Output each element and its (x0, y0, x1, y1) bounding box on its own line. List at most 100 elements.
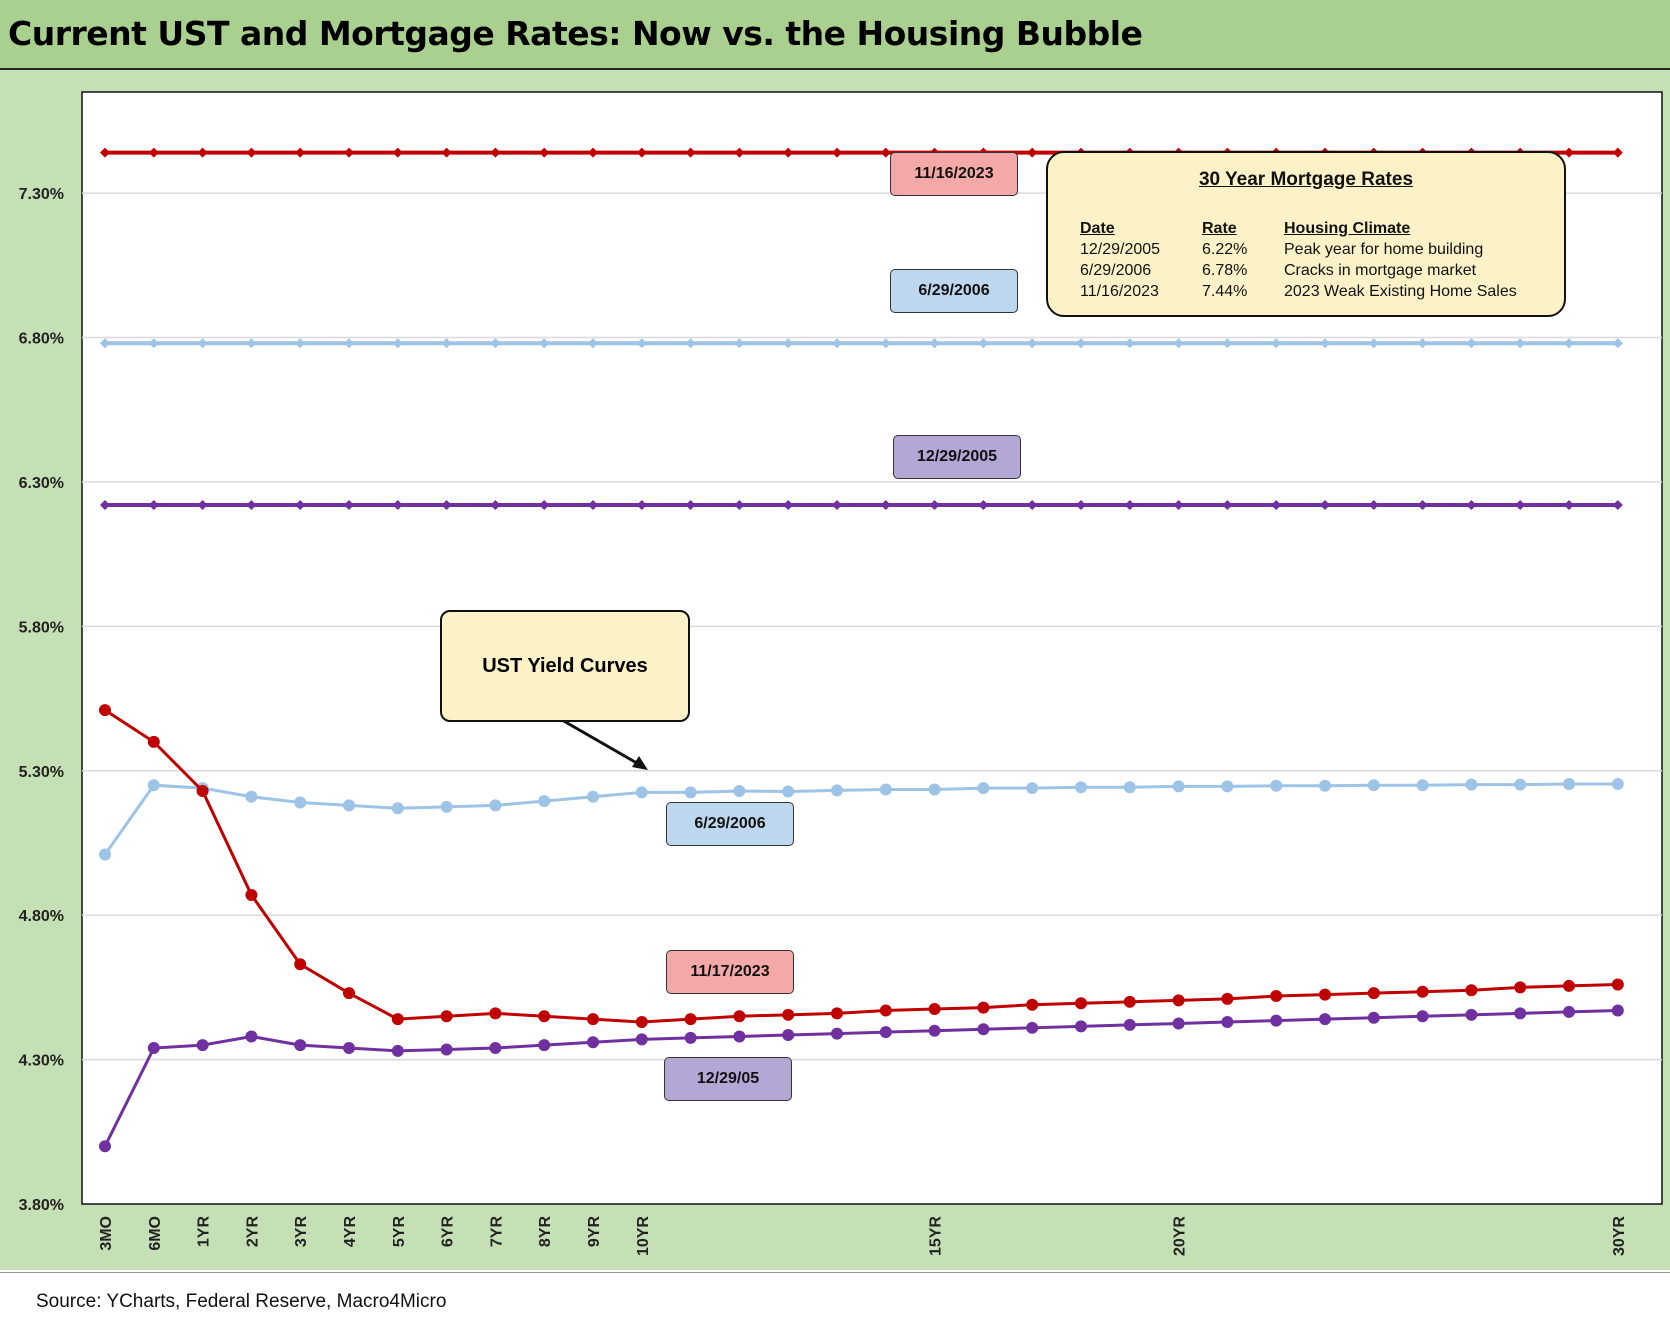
data-point (245, 1030, 258, 1043)
data-point (1076, 500, 1086, 511)
data-point (1417, 338, 1428, 349)
data-point (100, 147, 110, 158)
x-tick-label: 7YR (488, 1216, 505, 1248)
data-point (684, 786, 697, 799)
data-point (148, 500, 159, 511)
data-point (734, 147, 745, 158)
data-point (490, 147, 501, 158)
data-point (1026, 782, 1039, 795)
x-tick-label: 6MO (147, 1216, 164, 1251)
data-point (1270, 779, 1283, 792)
data-point (1611, 978, 1624, 991)
y-tick-label: 6.30% (19, 475, 64, 492)
y-tick-label: 5.80% (19, 619, 64, 636)
data-point (636, 338, 647, 349)
data-point (1416, 1010, 1429, 1023)
data-point (1564, 500, 1574, 511)
data-point (344, 500, 354, 511)
data-point (1320, 338, 1330, 349)
data-point (100, 500, 110, 511)
callout-arrowhead (632, 756, 648, 770)
data-point (1221, 780, 1234, 793)
data-point (1466, 338, 1477, 349)
data-point (440, 1043, 453, 1056)
data-point (636, 500, 647, 511)
data-point (1515, 500, 1526, 511)
data-point (344, 147, 354, 158)
data-point (196, 1039, 209, 1052)
series-line-5 (104, 708, 1618, 1024)
data-point (880, 147, 891, 158)
data-point (1172, 994, 1185, 1007)
data-point (928, 1024, 941, 1037)
data-point (1027, 338, 1038, 349)
data-point (1221, 992, 1234, 1005)
data-point (1173, 500, 1184, 511)
data-point (246, 500, 257, 511)
data-point (1222, 338, 1233, 349)
data-point (1416, 985, 1429, 998)
data-point (1271, 500, 1282, 511)
data-point (441, 500, 452, 511)
data-point (733, 784, 746, 797)
data-point (197, 500, 208, 511)
label-mortgage-2006: 6/29/2006 (890, 269, 1018, 313)
data-point (1270, 990, 1283, 1003)
data-point (1123, 781, 1136, 794)
x-tick-label: 1YR (196, 1216, 213, 1248)
y-tick-label: 6.80% (19, 331, 64, 348)
data-point (1465, 778, 1478, 791)
data-point (197, 147, 208, 158)
data-point (441, 338, 452, 349)
data-point (1027, 147, 1038, 158)
data-point (391, 802, 404, 815)
data-point (538, 795, 551, 808)
data-point (587, 790, 599, 803)
data-point (879, 783, 892, 796)
data-point (1368, 500, 1379, 511)
data-point (587, 1036, 599, 1049)
data-point (783, 338, 794, 349)
data-point (1612, 500, 1623, 511)
data-point (1076, 338, 1086, 349)
data-point (1465, 1008, 1478, 1021)
data-point (588, 147, 598, 158)
data-point (684, 1013, 697, 1026)
data-point (684, 1031, 697, 1044)
data-point (1026, 998, 1039, 1011)
data-point (1320, 500, 1330, 511)
data-point (782, 1008, 795, 1021)
data-point (635, 1033, 648, 1046)
data-point (392, 147, 403, 158)
data-point (977, 782, 990, 795)
data-point (782, 1029, 795, 1042)
data-point (685, 338, 696, 349)
x-tick-label: 4YR (342, 1216, 359, 1248)
data-point (1611, 778, 1624, 791)
x-tick-label: 3MO (98, 1216, 115, 1251)
data-point (832, 500, 842, 511)
data-point (635, 1016, 648, 1029)
data-point (734, 500, 745, 511)
data-point (1416, 779, 1429, 792)
data-point (685, 500, 696, 511)
data-point (489, 799, 502, 812)
x-tick-label: 5YR (391, 1216, 408, 1248)
x-tick-label: 3YR (293, 1216, 310, 1248)
series-line-6 (103, 1008, 1618, 1147)
data-point (1514, 981, 1527, 994)
data-point (295, 338, 306, 349)
data-point (587, 1013, 599, 1026)
data-point (392, 338, 403, 349)
data-point (489, 1042, 502, 1055)
data-point (295, 500, 306, 511)
data-point (440, 800, 453, 813)
data-point (391, 1013, 404, 1026)
data-point (294, 958, 307, 971)
data-point (246, 147, 257, 158)
data-point (197, 338, 208, 349)
data-point (1172, 780, 1185, 793)
data-point (1612, 147, 1623, 158)
data-point (147, 735, 160, 748)
label-ust-2006: 6/29/2006 (666, 802, 794, 846)
